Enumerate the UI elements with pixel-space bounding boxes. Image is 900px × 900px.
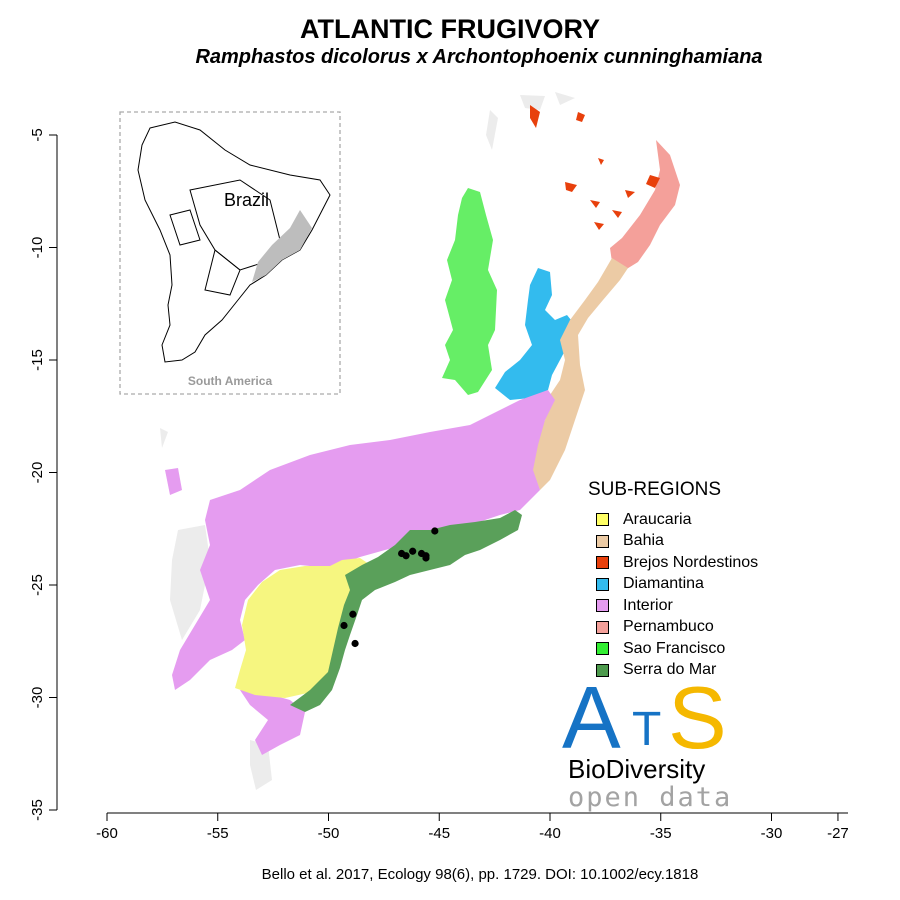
occurrence-point	[409, 547, 417, 555]
region-bahia	[532, 258, 628, 490]
legend-item: Diamantina	[596, 574, 758, 596]
y-tick-label: -30	[29, 687, 46, 709]
y-tick-label: -5	[29, 128, 46, 141]
occurrence-point	[351, 639, 359, 648]
logo-letter-s: S	[668, 668, 727, 767]
legend-swatch	[596, 513, 609, 527]
inset-country-label: Brazil	[224, 190, 270, 210]
inset-caption: South America	[187, 374, 273, 388]
occurrence-point	[340, 621, 348, 630]
y-tick-label: -35	[29, 799, 46, 821]
region-serra-do-mar	[290, 510, 522, 712]
legend-label: Brejos Nordestinos	[623, 553, 759, 571]
occurrence-points	[340, 527, 439, 648]
x-tick-label: -60	[96, 825, 118, 842]
legend-item: Pernambuco	[596, 617, 758, 639]
x-tick-label: -35	[650, 825, 672, 842]
region-interior	[172, 390, 555, 690]
legend-swatch	[596, 577, 609, 591]
region-pernambuco	[610, 140, 680, 270]
region-sao-francisco	[442, 188, 497, 395]
legend-items: Araucaria Bahia Brejos Nordestinos Diamanti…	[588, 509, 758, 681]
legend-swatch	[596, 620, 609, 634]
y-tick-label: -10	[29, 237, 46, 259]
citation: Bello et al. 2017, Ecology 98(6), pp. 17…	[261, 866, 699, 883]
legend: SUB-REGIONS Araucaria Bahia Brejos Nordest…	[588, 479, 758, 681]
map-subtitle: Ramphastos dicolorus x Archontophoenix c…	[195, 46, 763, 68]
legend-label: Bahia	[623, 532, 664, 550]
occurrence-point	[402, 552, 410, 560]
legend-label: Pernambuco	[623, 618, 714, 636]
legend-label: Serra do Mar	[623, 661, 717, 679]
x-tick-label: -50	[318, 825, 340, 842]
legend-label: Diamantina	[623, 575, 704, 593]
y-tick-label: -25	[29, 574, 46, 596]
legend-item: Sao Francisco	[596, 638, 758, 660]
legend-swatch	[596, 556, 609, 570]
legend-item: Bahia	[596, 531, 758, 553]
legend-label: Sao Francisco	[623, 639, 726, 657]
y-tick-label: -20	[29, 462, 46, 484]
ats-logo: A T S BioDiversity open data	[560, 674, 760, 814]
occurrence-point	[422, 554, 430, 562]
occurrence-point	[431, 527, 439, 535]
logo-letter-t: T	[632, 703, 662, 756]
region-interior-south	[240, 690, 305, 755]
legend-item: Araucaria	[596, 509, 758, 531]
x-tick-label: -27	[827, 825, 849, 842]
logo-letter-a: A	[562, 668, 621, 767]
y-ticks: -5 -10 -15 -20 -25 -30 -35	[29, 128, 57, 821]
occurrence-point	[349, 610, 357, 618]
legend-swatch	[596, 534, 609, 548]
inset-frame	[119, 111, 341, 395]
y-tick-label: -15	[29, 349, 46, 371]
legend-label: Interior	[623, 596, 673, 614]
region-diamantina	[495, 268, 575, 400]
x-ticks: -60 -55 -50 -45 -40 -35 -30 -27	[96, 813, 849, 842]
legend-item: Serra do Mar	[596, 660, 758, 682]
region-brejos-nordestinos	[530, 105, 660, 230]
legend-title: SUB-REGIONS	[588, 479, 722, 500]
logo-biodiversity-text: BioDiversity	[568, 754, 706, 784]
legend-item: Interior	[596, 595, 758, 617]
map-title: ATLANTIC FRUGIVORY	[300, 14, 600, 44]
legend-swatch	[596, 599, 609, 613]
x-tick-label: -55	[207, 825, 229, 842]
legend-label: Araucaria	[623, 510, 692, 528]
x-tick-label: -30	[761, 825, 783, 842]
region-interior-west	[165, 468, 182, 495]
logo-open-data-text: open data	[568, 782, 733, 813]
legend-swatch	[596, 663, 609, 677]
legend-swatch	[596, 642, 609, 656]
x-tick-label: -45	[428, 825, 450, 842]
x-tick-label: -40	[539, 825, 561, 842]
inset-atlantic-forest-highlight	[252, 210, 312, 282]
legend-item: Brejos Nordestinos	[596, 552, 758, 574]
